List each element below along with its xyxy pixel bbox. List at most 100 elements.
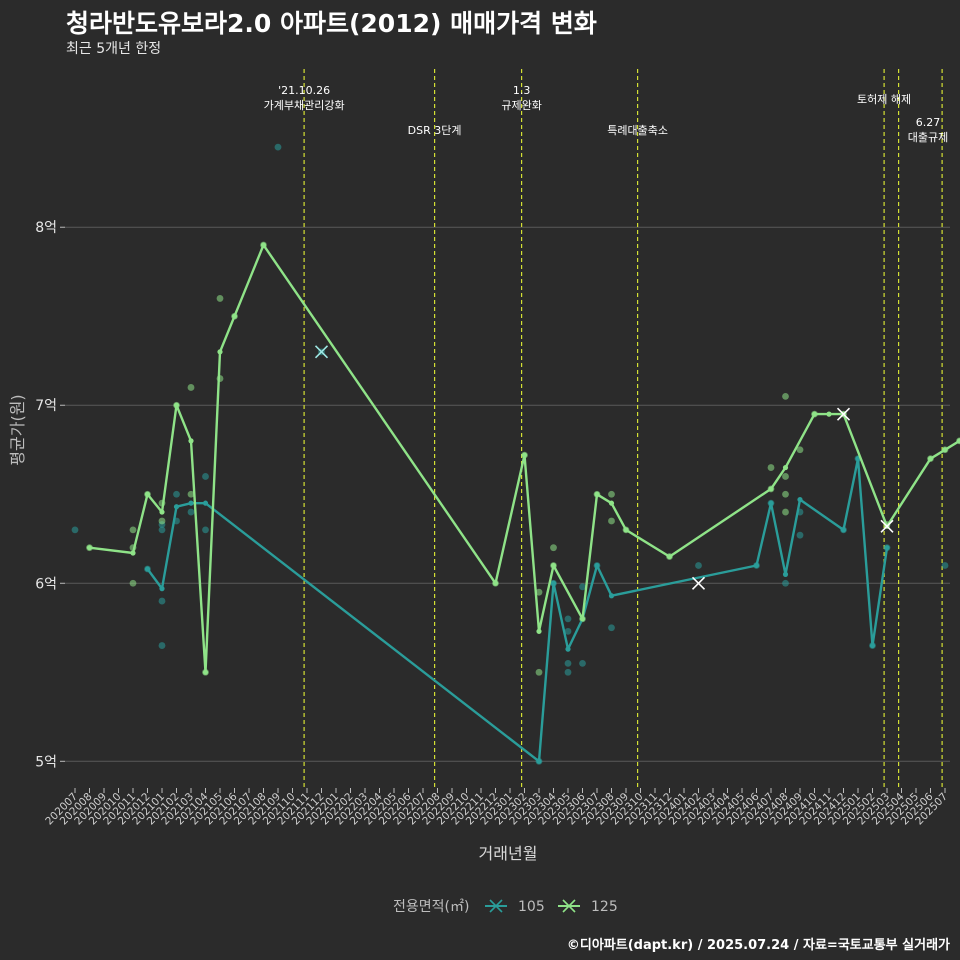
event-lines <box>303 69 943 788</box>
line-vertex-125 <box>927 456 934 462</box>
line-vertex-105 <box>144 566 151 572</box>
point-125 <box>782 473 789 480</box>
point-105 <box>564 615 572 623</box>
y-axis-label: 평균가(원) <box>8 394 27 465</box>
point-125 <box>608 490 615 498</box>
line-vertex-105 <box>550 580 557 586</box>
line-vertex-105 <box>565 646 571 652</box>
point-105 <box>202 473 209 480</box>
line-vertex-105 <box>753 562 760 569</box>
legend: 전용면적(㎡) 105 125 <box>393 899 618 915</box>
point-125 <box>782 490 789 498</box>
point-125 <box>216 295 224 302</box>
x-marker-125 <box>691 576 706 590</box>
line-vertex-125 <box>594 491 600 497</box>
x-stroke <box>562 899 576 913</box>
line-vertex-125 <box>956 438 960 444</box>
point-105 <box>941 562 949 569</box>
line-vertex-125 <box>231 313 238 319</box>
line-vertex-125 <box>826 411 832 417</box>
line-vertex-125 <box>942 447 948 453</box>
x-axis-label: 거래년월 <box>479 844 538 863</box>
x-marker-125 <box>880 519 894 533</box>
point-125 <box>129 526 137 534</box>
point-105 <box>796 531 804 539</box>
point-105 <box>187 508 195 516</box>
ytick-label: 5억 <box>35 754 57 770</box>
line-vertex-125 <box>550 562 557 569</box>
line-vertex-105 <box>188 500 194 506</box>
series-lines <box>86 242 960 764</box>
point-125 <box>782 392 789 400</box>
line-vertex-105 <box>768 500 774 506</box>
line-125 <box>89 243 960 674</box>
line-vertex-105 <box>869 642 876 649</box>
line-vertex-125 <box>768 486 774 492</box>
source-caption: ©디아파트(dapt.kr) / 2025.07.24 / 자료=국토교통부 실… <box>566 938 950 953</box>
x-markers <box>314 345 894 590</box>
point-105 <box>158 642 166 649</box>
ytick-label: 8억 <box>35 220 57 236</box>
chart-subtitle: 최근 5개년 한정 <box>66 41 162 57</box>
point-105 <box>274 143 282 151</box>
point-105 <box>564 668 572 676</box>
event-label: 6.27 <box>916 116 941 129</box>
x-stroke <box>836 407 851 421</box>
point-125 <box>129 579 137 587</box>
legend-title: 전용면적(㎡) <box>393 899 469 915</box>
line-vertex-125 <box>521 452 528 458</box>
x-stroke <box>880 519 894 533</box>
line-vertex-125 <box>173 402 180 408</box>
x-stroke <box>489 899 503 913</box>
legend-label-105: 105 <box>518 899 545 915</box>
event-label: 대출규제 <box>908 131 948 144</box>
event-label: 1.3 <box>513 84 531 97</box>
line-vertex-125 <box>217 349 223 355</box>
event-label: 특례대출축소 <box>607 124 668 137</box>
line-vertex-125 <box>86 545 93 551</box>
line-vertex-125 <box>188 438 194 444</box>
event-label: 토허제 해제 <box>857 92 911 106</box>
point-125 <box>535 588 543 596</box>
line-vertex-125 <box>492 580 499 586</box>
point-125 <box>187 490 195 498</box>
point-105 <box>564 659 572 667</box>
point-125 <box>187 384 195 391</box>
line-vertex-105 <box>840 527 847 533</box>
event-label: 규제완화 <box>501 99 541 112</box>
line-vertex-125 <box>260 242 267 248</box>
point-105 <box>782 579 789 587</box>
line-vertex-125 <box>782 464 789 471</box>
ytick-label: 6억 <box>35 576 57 592</box>
line-vertex-105 <box>173 504 180 510</box>
point-125 <box>535 668 543 676</box>
line-vertex-125 <box>130 550 136 556</box>
point-125 <box>608 517 615 525</box>
point-105 <box>158 597 166 605</box>
point-125 <box>796 446 804 454</box>
line-vertex-125 <box>159 509 165 515</box>
point-105 <box>564 627 572 635</box>
x-marker-105 <box>314 345 329 359</box>
line-vertex-125 <box>579 616 586 622</box>
event-label: DSR 3단계 <box>408 124 462 137</box>
grid-lines <box>65 226 950 762</box>
line-vertex-105 <box>797 497 803 503</box>
point-125 <box>158 517 166 525</box>
line-vertex-105 <box>884 545 890 551</box>
point-105 <box>695 562 702 569</box>
chart-title: 청라반도유보라2.0 아파트(2012) 매매가격 변화 <box>66 9 597 38</box>
line-vertex-125 <box>608 500 615 506</box>
line-vertex-125 <box>666 553 673 560</box>
ytick-label: 7억 <box>35 398 57 414</box>
point-105 <box>608 624 615 632</box>
x-stroke <box>691 576 706 590</box>
y-axis-ticks: 5억 6억 7억 8억 <box>35 220 65 770</box>
line-vertex-105 <box>202 500 209 506</box>
line-vertex-105 <box>782 571 789 577</box>
line-vertex-125 <box>536 628 542 634</box>
line-vertex-125 <box>144 491 151 497</box>
point-105 <box>202 526 209 534</box>
point-105 <box>71 526 79 534</box>
